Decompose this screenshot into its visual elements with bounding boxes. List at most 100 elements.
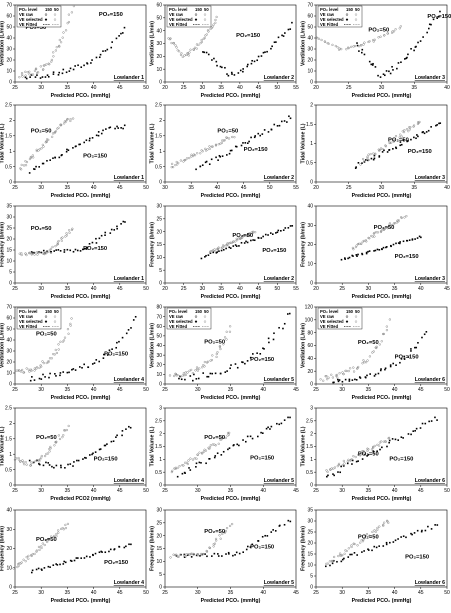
point-po2-150	[122, 127, 124, 130]
point-po2-150	[66, 148, 68, 151]
point-po2-150	[224, 66, 226, 69]
point-po2-150	[227, 74, 230, 77]
point-po2-150	[40, 568, 43, 571]
point-po2-50	[326, 378, 329, 381]
y-tick-label: 1.5	[5, 437, 12, 443]
point-po2-150	[60, 464, 62, 467]
point-po2-50	[359, 163, 362, 166]
point-po2-150	[199, 165, 202, 168]
point-po2-150	[88, 139, 91, 142]
point-po2-50	[388, 222, 392, 225]
point-po2-150	[75, 557, 78, 559]
point-po2-150	[215, 60, 218, 63]
point-po2-150	[76, 249, 79, 252]
point-po2-150	[261, 133, 264, 135]
point-po2-150	[374, 66, 377, 68]
subject-label: Lowlander 3	[415, 276, 445, 282]
point-po2-150	[38, 377, 41, 380]
point-po2-50	[379, 229, 383, 233]
point-po2-50	[377, 444, 381, 447]
point-po2-150	[113, 548, 115, 551]
annotation-po2-150: PO₂=150	[389, 457, 413, 463]
point-po2-150	[257, 540, 259, 542]
x-axis-label: Predicted PCO₂ (mmHg)	[201, 93, 261, 99]
point-po2-150	[215, 156, 217, 159]
x-tick-label: 40	[444, 85, 450, 91]
point-po2-150	[367, 454, 370, 456]
annotation-po2-150: PO₂=150	[427, 14, 451, 20]
x-tick-label: 40	[392, 387, 398, 393]
point-po2-150	[85, 457, 87, 459]
point-po2-150	[277, 36, 280, 39]
point-po2-50	[403, 216, 406, 219]
legend-header-150: 150	[346, 309, 354, 314]
point-po2-50	[16, 369, 20, 372]
point-po2-50	[36, 253, 39, 256]
point-po2-50	[182, 160, 185, 163]
subject-label: Lowlander 5	[264, 478, 294, 484]
point-po2-50	[61, 36, 64, 39]
x-axis-label: Predicted PCO₂ (mmHg)	[201, 598, 261, 604]
point-po2-50	[43, 64, 46, 67]
point-po2-50	[188, 156, 191, 160]
legend-marker-50	[53, 18, 57, 21]
point-po2-50	[215, 15, 218, 19]
point-po2-150	[391, 438, 394, 440]
point-po2-150	[436, 124, 438, 126]
point-po2-50	[341, 371, 344, 374]
point-po2-150	[430, 23, 432, 26]
point-po2-50	[378, 148, 381, 152]
x-tick-label: 55	[293, 286, 299, 292]
point-po2-150	[246, 360, 249, 362]
point-po2-50	[38, 460, 41, 463]
x-axis-label: Predicted PCO₂ (mmHg)	[201, 193, 261, 199]
point-po2-50	[216, 351, 219, 354]
point-po2-50	[352, 370, 356, 373]
x-tick-label: 35	[228, 488, 234, 494]
point-po2-50	[24, 252, 27, 255]
point-po2-150	[244, 362, 246, 365]
point-po2-150	[397, 538, 399, 540]
point-po2-50	[201, 366, 204, 369]
y-tick-label: 0	[310, 281, 313, 287]
point-po2-150	[268, 341, 270, 344]
point-po2-150	[386, 151, 389, 153]
point-po2-150	[246, 545, 249, 548]
x-tick-label: 25	[12, 286, 18, 292]
point-po2-150	[58, 71, 61, 74]
point-po2-150	[262, 347, 264, 350]
point-po2-150	[367, 549, 370, 551]
point-po2-50	[51, 245, 54, 249]
point-po2-50	[202, 552, 205, 556]
point-po2-50	[13, 458, 17, 461]
legend-header-title: PO₂ level	[19, 309, 37, 314]
point-po2-150	[368, 60, 371, 63]
point-po2-150	[38, 166, 40, 168]
point-po2-150	[266, 535, 269, 537]
point-po2-150	[69, 463, 72, 465]
point-po2-150	[29, 379, 32, 382]
point-po2-150	[35, 165, 37, 168]
point-po2-150	[227, 448, 229, 451]
legend-box	[166, 5, 212, 28]
point-po2-150	[428, 27, 430, 30]
point-po2-150	[195, 554, 198, 557]
point-po2-150	[228, 152, 231, 155]
point-po2-150	[221, 66, 223, 69]
point-po2-150	[106, 48, 109, 51]
legend-marker-50	[53, 320, 57, 323]
point-po2-150	[263, 129, 266, 131]
point-po2-50	[62, 31, 65, 34]
point-po2-50	[184, 373, 187, 377]
y-tick-label: 70	[6, 305, 12, 311]
legend-row-label: VE raw	[169, 12, 184, 17]
point-po2-50	[21, 460, 25, 464]
point-po2-150	[259, 353, 262, 355]
x-tick-label: 25	[181, 286, 187, 292]
y-tick-label: 25	[156, 217, 162, 223]
y-axis-label: Frequency (b/min)	[301, 526, 307, 571]
y-tick-label: 0	[159, 382, 162, 388]
x-axis-label: Predicted PCO₂ (mmHg)	[352, 93, 412, 99]
point-po2-50	[246, 233, 250, 236]
point-po2-50	[365, 532, 369, 536]
